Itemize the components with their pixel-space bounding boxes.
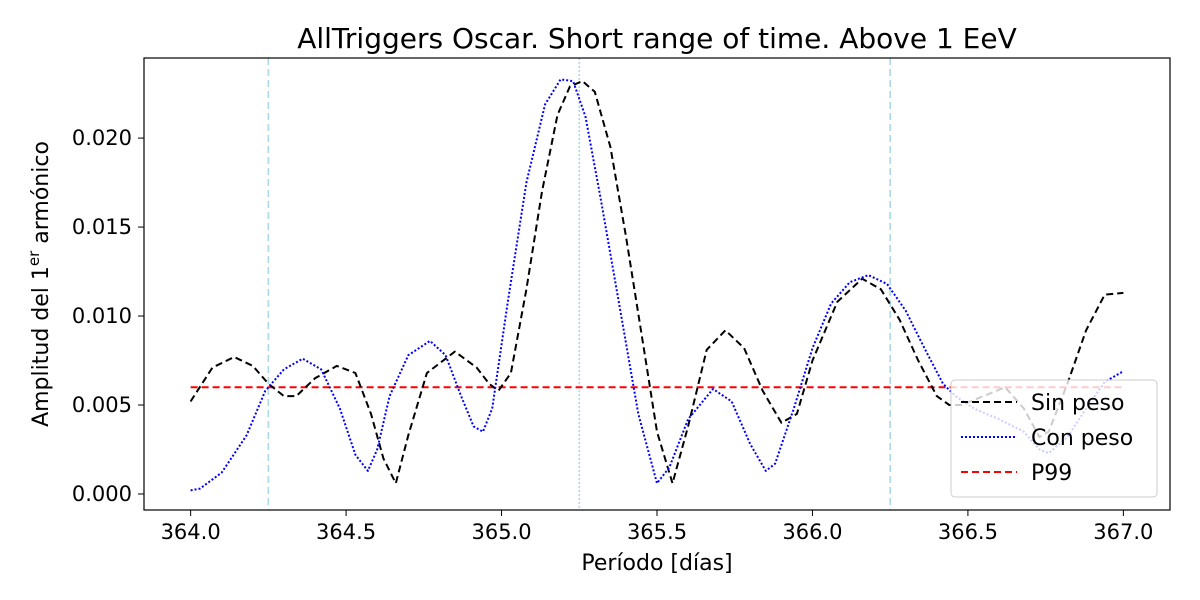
legend-box bbox=[950, 379, 1158, 498]
y-tick-label: 0.010 bbox=[72, 304, 132, 328]
y-tick-label: 0.015 bbox=[72, 215, 132, 239]
legend-label: Sin peso bbox=[1031, 391, 1124, 416]
x-tick-label: 367.0 bbox=[1093, 520, 1153, 544]
x-tick-label: 364.0 bbox=[161, 520, 221, 544]
y-axis-label-superscript: er bbox=[25, 250, 43, 266]
y-tick-label: 0.000 bbox=[72, 482, 132, 506]
legend-label: P99 bbox=[1031, 461, 1072, 486]
x-tick-label: 366.0 bbox=[782, 520, 842, 544]
x-tick-label: 364.5 bbox=[316, 520, 376, 544]
legend-label: Con peso bbox=[1031, 426, 1133, 451]
legend: Sin peso Con peso P99 bbox=[950, 379, 1158, 498]
y-tick-label: 0.005 bbox=[72, 393, 132, 417]
x-tick-label: 365.0 bbox=[471, 520, 531, 544]
axis-ticks: 364.0 364.5 365.0 365.5 366.0 366.5 367.0 0.000… bbox=[72, 126, 1154, 544]
x-tick-label: 366.5 bbox=[938, 520, 998, 544]
y-tick-label: 0.020 bbox=[72, 126, 132, 150]
chart-title: AllTriggers Oscar. Short range of time. … bbox=[297, 22, 1017, 55]
y-axis-label-suffix: armónico bbox=[29, 141, 54, 251]
x-tick-label: 365.5 bbox=[627, 520, 687, 544]
y-axis-label-prefix: Amplitud del 1 bbox=[29, 266, 54, 427]
x-axis-label: Período [días] bbox=[581, 551, 732, 576]
y-axis-label: Amplitud del 1er armónico bbox=[25, 141, 54, 427]
axes-frame bbox=[143, 57, 1171, 511]
